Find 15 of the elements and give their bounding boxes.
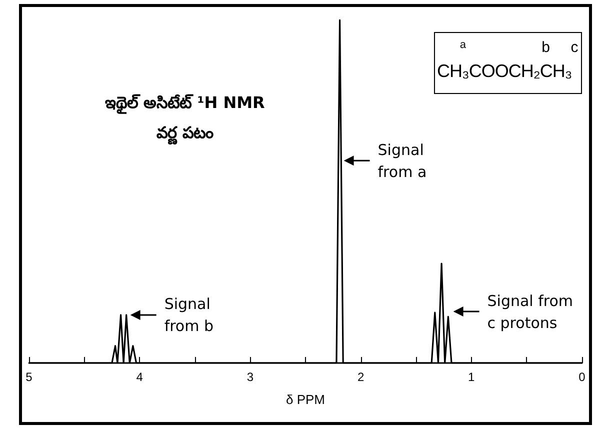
annotation: CH₃COOCH₂CH₃ [437,61,572,82]
x-axis-title: δ PPM [286,392,326,407]
x-tick-label: 0 [578,370,586,384]
annotation: Signal from a [378,140,427,183]
annotation: Signal from b [164,294,214,337]
x-tick-label: 4 [136,370,144,384]
annotation: b [542,39,550,56]
annotation: c [570,39,578,56]
text: ఇథైల్ అసిటేట్ ¹H NMR వర్ణ పటం [104,92,266,146]
annotation: a [460,39,466,51]
x-tick-label: 5 [26,370,33,384]
x-tick-label: 1 [468,370,476,384]
annotation: Signal from c protons [487,290,574,334]
x-tick-label: 2 [357,370,364,384]
x-tick-label: 3 [246,370,254,384]
